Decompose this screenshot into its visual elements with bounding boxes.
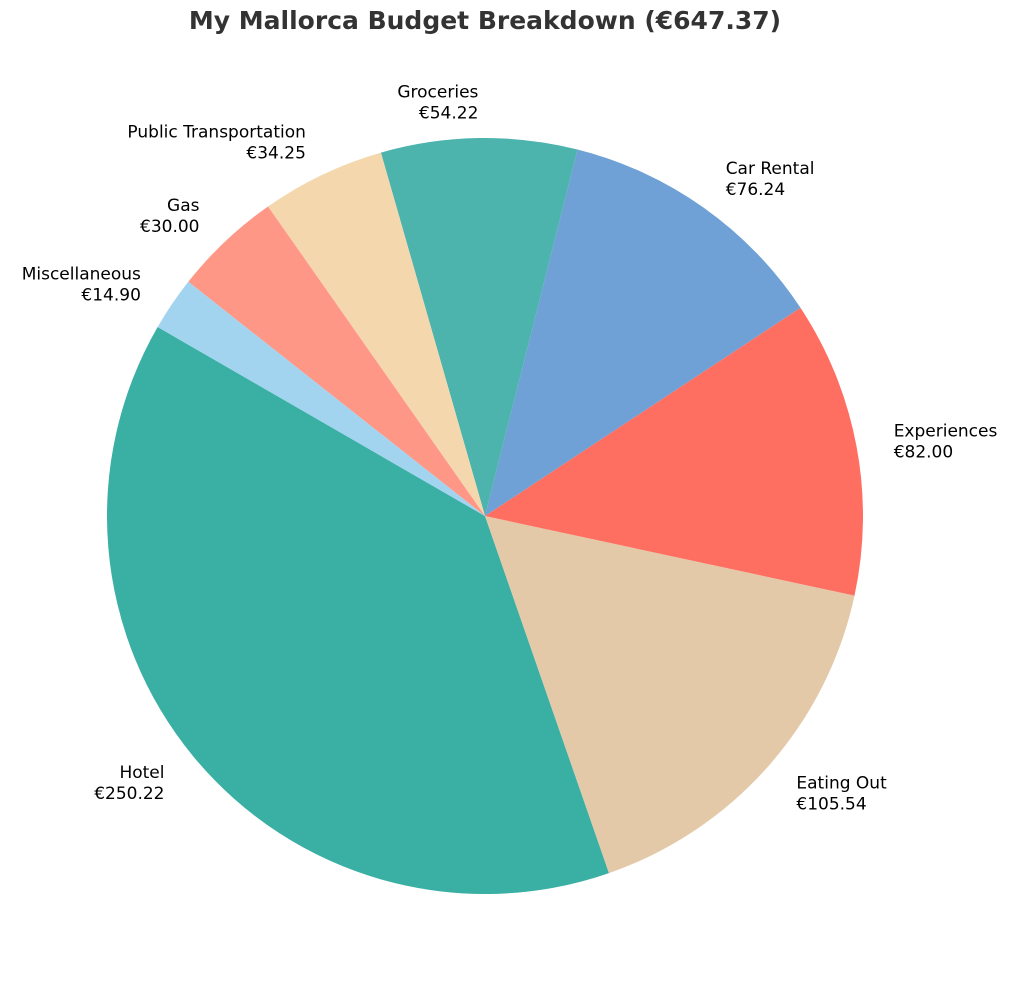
pie-slice-eating-out [485, 516, 855, 874]
pie-slice-car-rental [485, 149, 801, 516]
pie-labels: Hotel €250.22 Eating Out €105.54 Experiences… [22, 82, 998, 814]
pie-slice-public-transportation [268, 152, 485, 516]
pie-slice-gas [188, 206, 486, 517]
slice-label-miscellaneous: Miscellaneous €14.90 [22, 265, 141, 306]
slice-label-eating-out: Eating Out €105.54 [796, 774, 887, 815]
slice-label-car-rental: Car Rental €76.24 [726, 159, 815, 200]
pie-slice-miscellaneous [157, 281, 485, 516]
slice-label-experiences: Experiences €82.00 [894, 421, 998, 462]
slice-label-groceries: Groceries €54.22 [397, 82, 478, 123]
pie-slice-hotel [106, 327, 609, 895]
slice-label-public-transportation: Public Transportation €34.25 [127, 123, 305, 164]
pie-slices [106, 138, 863, 895]
pie-slice-groceries [380, 138, 578, 516]
pie-slice-experiences [485, 307, 863, 596]
chart-title: My Mallorca Budget Breakdown (€647.37) [188, 6, 782, 35]
slice-label-hotel: Hotel €250.22 [94, 763, 164, 804]
slice-label-gas: Gas €30.00 [140, 196, 200, 237]
